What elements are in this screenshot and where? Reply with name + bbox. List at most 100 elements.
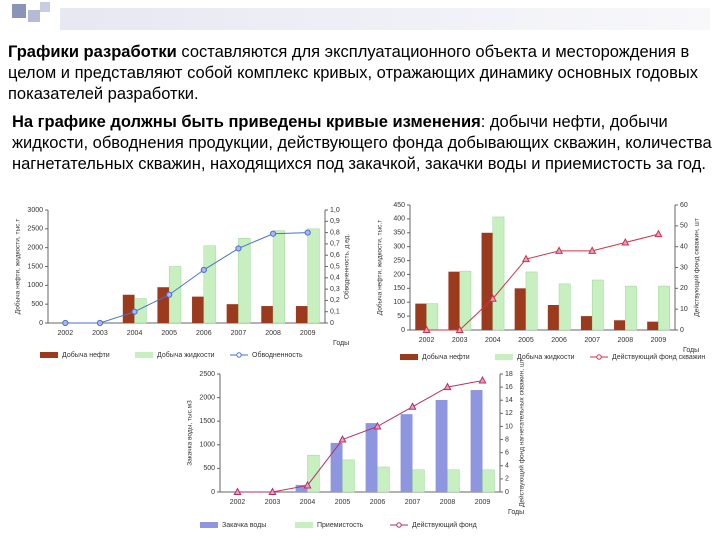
- decor-square: [12, 4, 26, 18]
- bar: [238, 238, 251, 324]
- y2-tick-label: 0,2: [330, 297, 340, 304]
- y2-tick-label: 16: [505, 384, 513, 391]
- line-point: [200, 266, 207, 273]
- y-tick-label: 0: [39, 320, 43, 327]
- y2-tick-label: 0,8: [330, 229, 340, 236]
- bar: [625, 285, 637, 331]
- bar: [157, 287, 170, 323]
- y-axis-label: Закачка воды, тыс.м3: [187, 400, 194, 466]
- y2-axis-label: Обводненность, д.ед.: [343, 234, 351, 300]
- y2-tick-label: 0,4: [330, 275, 340, 282]
- y-tick-label: 1500: [27, 263, 43, 270]
- y2-tick-label: 0: [505, 489, 509, 496]
- decor-square: [40, 2, 50, 12]
- legend-label: Приемистость: [317, 522, 364, 529]
- bold-text: На графике должны быть приведены кривые …: [12, 113, 481, 131]
- line-point: [96, 319, 104, 327]
- x-tick-label: 2005: [335, 499, 351, 506]
- bar: [342, 459, 355, 493]
- y-axis-label: Добыча нефти, жидкости, тыс.т: [14, 219, 22, 314]
- bar: [614, 320, 626, 330]
- legend-swatch: [400, 354, 418, 360]
- legend-label: Закачка воды: [222, 522, 266, 529]
- y2-tick-label: 14: [505, 397, 513, 404]
- bar: [261, 306, 274, 323]
- y2-tick-label: 50: [680, 223, 688, 230]
- paragraph: Графики разработки составляются для эксп…: [8, 42, 708, 105]
- x-tick-label: 2005: [518, 337, 534, 344]
- y-tick-label: 100: [393, 299, 405, 306]
- y-tick-label: 50: [397, 313, 405, 320]
- y-tick-label: 2000: [27, 245, 43, 252]
- bar: [365, 423, 378, 492]
- line: [426, 233, 659, 331]
- bar: [415, 303, 427, 330]
- legend-swatch: [135, 352, 153, 358]
- bar: [470, 390, 483, 492]
- legend-label: Действующий фонд: [412, 521, 477, 529]
- y2-axis-label: Действующий фонд нагнетательных скважин,…: [518, 359, 526, 507]
- bar: [412, 469, 425, 493]
- y2-tick-label: 0,9: [330, 218, 340, 225]
- line: [237, 380, 483, 493]
- y-tick-label: 450: [393, 202, 405, 209]
- x-axis-label: Годы: [333, 340, 349, 347]
- legend-swatch: [200, 522, 218, 528]
- x-axis-label: Годы: [508, 509, 524, 516]
- x-tick-label: 2006: [196, 330, 212, 337]
- bar: [295, 484, 308, 492]
- bar: [203, 245, 216, 324]
- y2-axis-label: Действующий фонд скважин, шт: [693, 218, 701, 316]
- bar: [307, 228, 320, 324]
- x-tick-label: 2003: [452, 337, 468, 344]
- bar: [658, 285, 670, 331]
- x-tick-label: 2007: [405, 499, 421, 506]
- line-point: [338, 434, 347, 443]
- x-tick-label: 2002: [230, 499, 246, 506]
- line-point: [455, 325, 464, 333]
- legend-label: Обводненность: [252, 351, 303, 359]
- line-point: [373, 421, 382, 430]
- x-tick-label: 2004: [127, 330, 143, 337]
- x-tick-label: 2008: [265, 330, 281, 337]
- x-tick-label: 2002: [419, 337, 435, 344]
- x-tick-label: 2004: [485, 337, 501, 344]
- bar: [481, 232, 493, 330]
- y2-tick-label: 1,0: [330, 207, 340, 214]
- y2-tick-label: 0: [330, 320, 334, 327]
- bar: [514, 288, 526, 330]
- line-point: [233, 487, 242, 495]
- bar: [307, 454, 320, 493]
- line-point: [268, 487, 277, 495]
- line-point: [422, 325, 431, 333]
- line-point: [62, 319, 69, 327]
- bar: [426, 303, 439, 331]
- legend-swatch: [396, 522, 402, 528]
- line-point: [269, 230, 277, 237]
- legend-swatch: [40, 352, 58, 358]
- y2-tick-label: 12: [505, 410, 513, 417]
- y-tick-label: 200: [393, 271, 405, 278]
- x-tick-label: 2009: [475, 499, 491, 506]
- legend-label: Добыча нефти: [422, 353, 470, 361]
- y2-tick-label: 10: [680, 306, 688, 313]
- legend-label: Добыча жидкости: [517, 353, 575, 361]
- y-tick-label: 500: [31, 301, 43, 308]
- decor-square: [28, 10, 40, 22]
- x-tick-label: 2005: [161, 330, 177, 337]
- y-tick-label: 150: [393, 285, 405, 292]
- line-point: [555, 246, 564, 254]
- y-axis-label: Добыча нефти, жидкости, тыс.т: [376, 220, 384, 315]
- y2-tick-label: 8: [505, 436, 509, 443]
- y2-tick-label: 6: [505, 450, 509, 457]
- y2-tick-label: 30: [680, 264, 688, 271]
- line-point: [488, 294, 497, 302]
- y-tick-label: 1000: [27, 282, 43, 289]
- bar: [459, 270, 472, 331]
- legend-label: Добыча нефти: [62, 351, 110, 359]
- bar: [591, 279, 604, 331]
- legend-swatch: [236, 352, 242, 358]
- y-tick-label: 3000: [27, 207, 43, 214]
- bar: [122, 294, 135, 323]
- line-point: [166, 291, 173, 298]
